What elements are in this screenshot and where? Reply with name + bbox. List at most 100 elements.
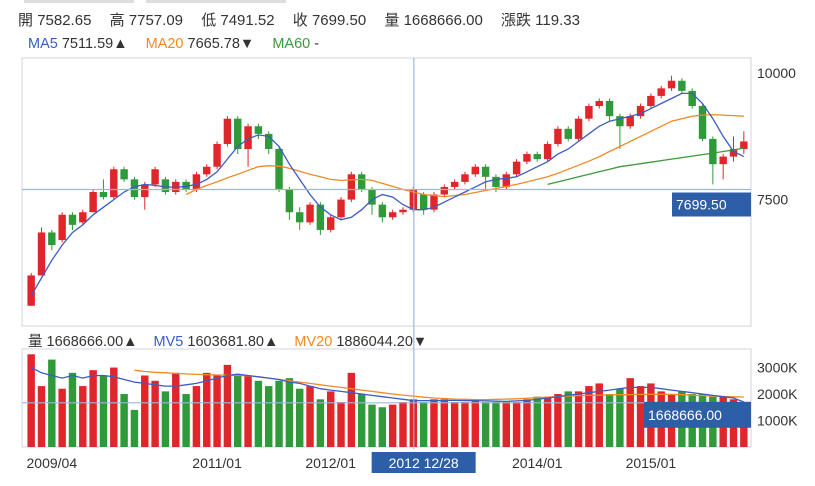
volume-bar (172, 372, 180, 447)
candle-body (595, 100, 603, 107)
price-y-tick-label: 10000 (757, 65, 796, 81)
candle-body (275, 149, 283, 190)
volume-bar (213, 375, 221, 447)
candle-body (182, 181, 190, 190)
volume-y-tick-label: 2000K (757, 386, 798, 402)
candle-body (79, 212, 87, 223)
candle-body (626, 116, 634, 127)
open-readout: 開 7582.65 (18, 12, 92, 29)
ma60-value: - (314, 36, 320, 52)
x-tick-label: 2014/01 (512, 455, 563, 471)
candle-body (368, 189, 376, 205)
ma20-value: 7665.78▼ (187, 36, 255, 52)
mv20-legend: MV20 1886044.20▼ (294, 334, 428, 350)
vol-legend: 量 1668666.00▲ (28, 334, 138, 350)
candle-body (399, 209, 407, 213)
top-tab-stub-left (24, 0, 134, 3)
candle-body (347, 174, 356, 200)
volume-bar (450, 401, 459, 447)
candle-body (357, 174, 366, 190)
price-crosshair-label: 7699.50 (676, 196, 727, 212)
x-tick-label: 2011/01 (192, 455, 242, 471)
volume-bar (182, 394, 190, 447)
candle-body (295, 212, 304, 223)
ma5-value: 7511.59▲ (61, 36, 128, 52)
candle-body (110, 169, 118, 198)
ma5-legend: MA5 7511.59▲ (28, 36, 128, 52)
candle-body (667, 80, 676, 89)
close-readout: 收 7699.50 (292, 12, 367, 29)
candle-body (678, 80, 686, 91)
volume-bar (275, 380, 283, 447)
candle-body (461, 174, 469, 182)
ma5-line (30, 92, 745, 297)
candle-body (99, 192, 108, 198)
volume-bar (388, 404, 397, 447)
candle-body (543, 143, 552, 160)
volume-bar (492, 401, 500, 447)
candle-body (430, 194, 438, 210)
volume-crosshair-label: 1668666.00 (648, 407, 722, 423)
x-tick-highlight (371, 452, 476, 473)
price-panel-frame (21, 57, 752, 327)
candle-body (512, 161, 521, 175)
candle-body (481, 166, 490, 177)
candle-body (316, 204, 325, 230)
volume-y-tick-label: 3000K (757, 360, 798, 376)
candle-body (419, 194, 428, 210)
high-readout: 高 7757.09 (109, 12, 184, 29)
volume-bar (326, 391, 335, 447)
candle-body (254, 126, 263, 134)
volume-readout: 量 1668666.00 (384, 12, 483, 29)
volume-bar (161, 391, 170, 447)
volume-bar (244, 375, 252, 447)
candle-body (141, 184, 149, 198)
candle-body (605, 100, 614, 117)
candle-body (89, 192, 97, 213)
candle-body (492, 176, 500, 187)
candle-body (523, 154, 531, 162)
candle-body (326, 217, 335, 230)
volume-bar (574, 391, 583, 447)
x-tick-label: 2012/01 (305, 455, 356, 471)
candle-body (27, 275, 35, 306)
volume-bar (203, 372, 211, 447)
volume-bar (285, 378, 294, 447)
candle-body (502, 174, 510, 187)
candle-body (223, 118, 232, 144)
candle-body (213, 143, 221, 167)
candle-body (740, 141, 748, 150)
volume-bar (502, 401, 510, 447)
volume-bar (461, 401, 469, 447)
candle-body (729, 149, 738, 157)
volume-bar (79, 386, 87, 447)
candle-body (151, 169, 159, 185)
ma60-line (547, 147, 744, 186)
volume-panel-frame (21, 348, 752, 448)
volume-bar (626, 378, 634, 447)
volume-bar (605, 394, 614, 447)
candle-body (471, 166, 480, 175)
volume-bar (440, 399, 449, 447)
candle-body (48, 232, 56, 246)
top-tab-stub-right (146, 0, 286, 3)
candle-body (698, 106, 707, 139)
x-tick-label: 2009/04 (27, 455, 78, 471)
volume-bar (37, 386, 46, 447)
volume-bar (306, 386, 314, 447)
candle-body (574, 118, 583, 139)
volume-bar (130, 409, 139, 447)
volume-bar (120, 394, 128, 447)
volume-bar (543, 396, 552, 447)
volume-bar (481, 401, 490, 447)
volume-bar (254, 380, 263, 447)
volume-bar (419, 401, 428, 447)
candle-body (450, 181, 459, 187)
price-y-tick-label: 7500 (757, 192, 788, 208)
candle-body (533, 154, 541, 160)
candle-body (130, 179, 139, 198)
volume-legend: 量 1668666.00▲ MV5 1603681.80▲ MV20 18860… (28, 330, 439, 351)
candle-body (585, 106, 593, 119)
candle-body (636, 106, 645, 117)
